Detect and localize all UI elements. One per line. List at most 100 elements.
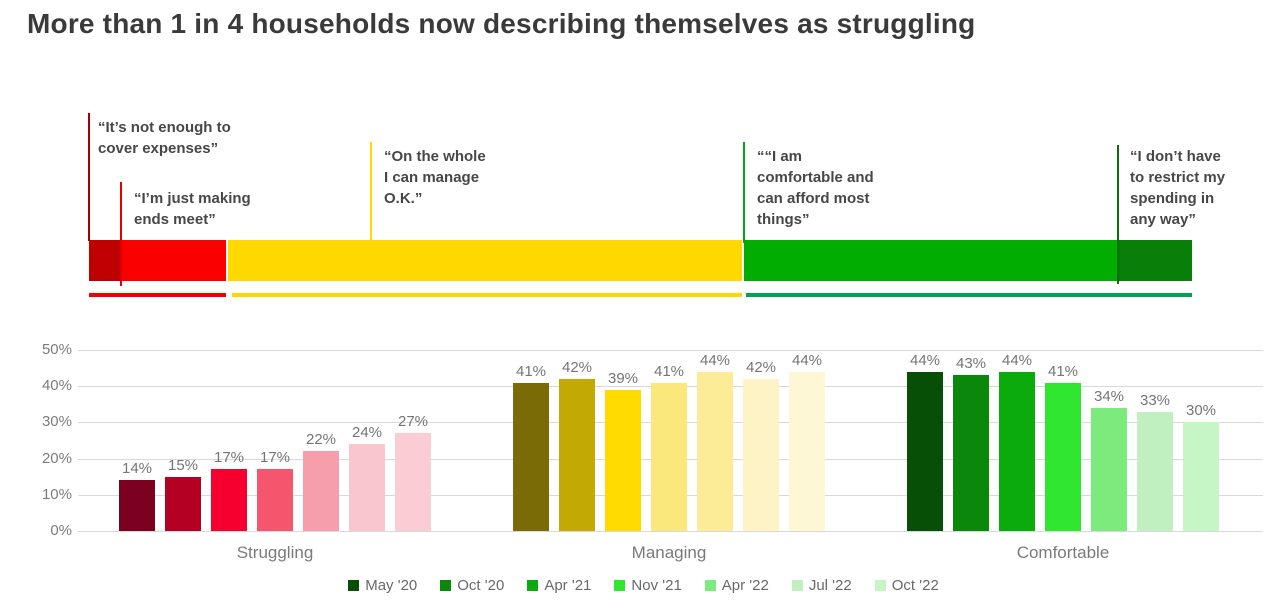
legend-swatch-icon (348, 579, 360, 591)
bar-value-label: 42% (561, 358, 593, 376)
bar-wrap-comfortable-3: 41% (1045, 363, 1081, 531)
y-axis-label-0: 0% (50, 522, 72, 539)
bar-wrap-struggling-3: 17% (257, 449, 293, 531)
bar-wrap-managing-0: 41% (513, 363, 549, 531)
bar-comfortable-Apr22 (1091, 407, 1127, 531)
callout-line-ends-meet (120, 182, 122, 286)
bar-struggling-Oct20 (165, 476, 201, 531)
bar-value-label: 41% (1047, 362, 1079, 380)
bar-managing-Nov21 (651, 382, 687, 531)
band-underline-comfortable (746, 293, 1192, 297)
callout-line-no-restrict (1117, 145, 1119, 284)
bar-comfortable-Oct22 (1183, 422, 1219, 531)
bar-value-label: 44% (791, 351, 823, 369)
bar-wrap-comfortable-5: 33% (1137, 392, 1173, 531)
bar-comfortable-May20 (907, 371, 943, 531)
band-figure: “It’s not enough to cover expenses” “I’m … (88, 113, 1226, 297)
band-segment-comfortable-very (1118, 240, 1192, 281)
callout-line-not-enough (88, 113, 90, 241)
legend-label: Nov '21 (631, 576, 682, 594)
legend-item-Oct20: Oct '20 (440, 577, 504, 594)
bar-value-label: 34% (1093, 387, 1125, 405)
quote-ends-meet: “I’m just making ends meet” (134, 190, 251, 228)
quote-not-enough: “It’s not enough to cover expenses” (98, 119, 231, 157)
bar-struggling-May20 (119, 480, 155, 531)
bar-wrap-managing-5: 42% (743, 359, 779, 531)
bar-wrap-comfortable-6: 30% (1183, 402, 1219, 531)
bar-comfortable-Apr21 (999, 371, 1035, 531)
legend-item-Nov21: Nov '21 (614, 576, 682, 594)
bar-value-label: 22% (305, 431, 337, 449)
bar-struggling-Apr21 (211, 469, 247, 531)
bar-value-label: 33% (1139, 391, 1171, 409)
category-label-managing: Managing (631, 543, 707, 562)
band-segment-comfortable (744, 240, 1117, 281)
bar-value-label: 44% (909, 351, 941, 369)
bar-managing-May20 (513, 382, 549, 531)
bar-group-managing: 41% 42% 39% 41% 44% 42% 44% (513, 352, 825, 531)
callout-line-comfortable (743, 142, 745, 243)
bar-wrap-managing-1: 42% (559, 359, 595, 531)
band-underline-struggling (89, 293, 226, 297)
band-segment-struggling-severe (89, 240, 120, 281)
bar-value-label: 44% (699, 351, 731, 369)
y-axis-label-40: 40% (41, 377, 72, 395)
bar-managing-Oct22 (789, 371, 825, 531)
bar-wrap-comfortable-0: 44% (907, 352, 943, 531)
bar-wrap-struggling-6: 27% (395, 413, 431, 531)
bar-wrap-comfortable-4: 34% (1091, 388, 1127, 531)
y-axis-label-20: 20% (41, 449, 72, 467)
bar-wrap-managing-4: 44% (697, 352, 733, 531)
gridline-0 (78, 531, 1263, 532)
legend: May '20 Oct '20 Apr '21 Nov '21 Apr '22 Jul '… (0, 576, 1287, 594)
legend-label: Apr '22 (721, 576, 769, 594)
bar-value-label: 30% (1185, 402, 1217, 420)
bar-struggling-Oct22 (395, 433, 431, 531)
bar-value-label: 43% (955, 355, 987, 373)
bar-value-label: 44% (1001, 351, 1033, 369)
bar-group-comfortable: 44% 43% 44% 41% 34% 33% 30% (907, 352, 1219, 531)
gridline-50 (78, 350, 1263, 351)
legend-swatch-icon (440, 579, 452, 591)
legend-label: Apr '21 (544, 576, 592, 594)
bar-comfortable-Nov21 (1045, 382, 1081, 531)
legend-swatch-icon (874, 579, 886, 591)
legend-label: May '20 (365, 576, 418, 594)
legend-swatch-icon (704, 579, 716, 591)
bar-wrap-struggling-1: 15% (165, 457, 201, 531)
page-title: More than 1 in 4 households now describi… (27, 8, 976, 39)
band-segment-struggling (121, 240, 226, 281)
bar-chart: 0% 10% 20% 30% 40% 50% 14% 15% 17% 17% 22% 24% 27% St… (0, 330, 1287, 615)
bar-struggling-Jul22 (349, 444, 385, 531)
bar-value-label: 24% (351, 424, 383, 442)
bar-managing-Apr21 (605, 389, 641, 531)
bar-value-label: 14% (121, 460, 153, 478)
legend-label: Jul '22 (808, 576, 852, 594)
bar-wrap-comfortable-1: 43% (953, 355, 989, 531)
legend-swatch-icon (614, 579, 626, 591)
bar-wrap-managing-3: 41% (651, 363, 687, 531)
bar-value-label: 27% (397, 413, 429, 431)
bar-value-label: 17% (213, 449, 245, 467)
bar-wrap-struggling-4: 22% (303, 431, 339, 531)
bar-value-label: 39% (607, 369, 639, 387)
bar-wrap-managing-2: 39% (605, 370, 641, 531)
legend-item-Oct22: Oct '22 (874, 577, 939, 594)
bar-group-struggling: 14% 15% 17% 17% 22% 24% 27% (119, 413, 431, 531)
bar-managing-Apr22 (697, 371, 733, 531)
quote-no-restrict: “I don’t have to restrict my spending in… (1130, 148, 1226, 228)
bar-struggling-Apr22 (303, 451, 339, 531)
category-label-comfortable: Comfortable (1016, 543, 1110, 562)
y-axis-label-10: 10% (41, 485, 72, 503)
y-axis-label-30: 30% (41, 413, 72, 431)
category-label-struggling: Struggling (236, 543, 314, 562)
bar-value-label: 15% (167, 456, 199, 474)
legend-swatch-icon (527, 579, 539, 591)
bar-wrap-struggling-5: 24% (349, 424, 385, 531)
legend-swatch-icon (791, 579, 803, 591)
quote-comfortable: ““I am comfortable and can afford most t… (757, 148, 874, 228)
legend-item-Apr21: Apr '21 (527, 577, 591, 594)
y-axis-label-50: 50% (41, 341, 72, 358)
callout-line-manage-ok (370, 142, 372, 241)
